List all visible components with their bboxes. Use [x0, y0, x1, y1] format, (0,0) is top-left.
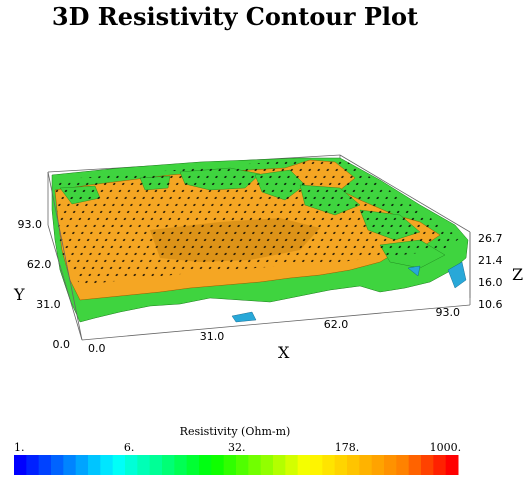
colorbar-segment: [149, 455, 163, 475]
colorbar-segment: [445, 455, 459, 475]
colorbar-segment: [186, 455, 200, 475]
colorbar-segment: [384, 455, 397, 475]
y-axis-label: Y: [13, 285, 25, 304]
colorbar-segment: [396, 455, 410, 475]
z-tick-label: 21.4: [478, 254, 503, 267]
colorbar-segment: [285, 455, 299, 475]
chart-title: 3D Resistivity Contour Plot: [51, 2, 419, 31]
colorbar-segment: [63, 455, 77, 475]
x-axis-label: X: [278, 343, 290, 362]
surface-blue-patches: [231, 261, 467, 323]
z-tick-label: 26.7: [478, 232, 503, 245]
z-axis-label: Z: [512, 265, 523, 284]
x-tick-label: 93.0: [436, 306, 461, 319]
y-tick-label: 62.0: [27, 258, 52, 271]
colorbar-segment: [174, 455, 188, 475]
colorbar-tick-label: 178.: [334, 441, 360, 454]
colorbar-segment: [223, 455, 237, 475]
low-resistivity-region-white: [80, 285, 470, 330]
colorbar-segment: [347, 455, 360, 475]
colorbar-segment: [88, 455, 101, 475]
colorbar-segment: [408, 455, 422, 475]
colorbar-segment: [211, 455, 225, 475]
colorbar-segment: [38, 455, 52, 475]
colorbar-segment: [248, 455, 262, 475]
colorbar-segment: [125, 455, 138, 475]
colorbar-segment: [322, 455, 336, 475]
colorbar-segment: [334, 455, 348, 475]
z-tick-label: 16.0: [478, 276, 503, 289]
colorbar-tick-label: 32.: [228, 441, 246, 454]
colorbar-segment: [273, 455, 286, 475]
colorbar-tick-label: 1.: [14, 441, 25, 454]
y-tick-label: 93.0: [18, 218, 43, 231]
colorbar-segment: [51, 455, 64, 475]
colorbar-segment: [297, 455, 311, 475]
z-tick-labels: 10.6 16.0 21.4 26.7: [478, 232, 503, 311]
sample-points: [55, 158, 460, 285]
colorbar-tick-label: 6.: [123, 441, 135, 454]
colorbar-segment: [162, 455, 175, 475]
y-tick-labels: 0.0 31.0 62.0 93.0: [18, 218, 71, 351]
y-tick-label: 31.0: [36, 298, 61, 311]
colorbar-segment: [421, 455, 434, 475]
colorbar-segment: [75, 455, 89, 475]
colorbar-segment: [310, 455, 323, 475]
colorbar-segment: [359, 455, 373, 475]
x-tick-label: 0.0: [88, 342, 106, 355]
colorbar-segment: [433, 455, 447, 475]
colorbar-segment: [199, 455, 212, 475]
colorbar-segment: [100, 455, 114, 475]
x-tick-label: 31.0: [200, 330, 225, 343]
colorbar-segment: [260, 455, 274, 475]
x-tick-label: 62.0: [324, 318, 349, 331]
colorbar-segment: [26, 455, 40, 475]
colorbar-segment: [137, 455, 151, 475]
colorbar-segment: [14, 455, 27, 475]
z-tick-label: 10.6: [478, 298, 503, 311]
x-tick-labels: 0.0 31.0 62.0 93.0: [88, 306, 460, 355]
colorbar-tick-label: 1000.: [429, 441, 462, 454]
colorbar-segments: [14, 455, 459, 475]
y-tick-label: 0.0: [53, 338, 71, 351]
colorbar-segment: [112, 455, 126, 475]
colorbar-title: Resistivity (Ohm-m): [179, 425, 291, 438]
colorbar-segment: [236, 455, 249, 475]
bounding-box-front: [47, 171, 471, 341]
colorbar-segment: [371, 455, 385, 475]
